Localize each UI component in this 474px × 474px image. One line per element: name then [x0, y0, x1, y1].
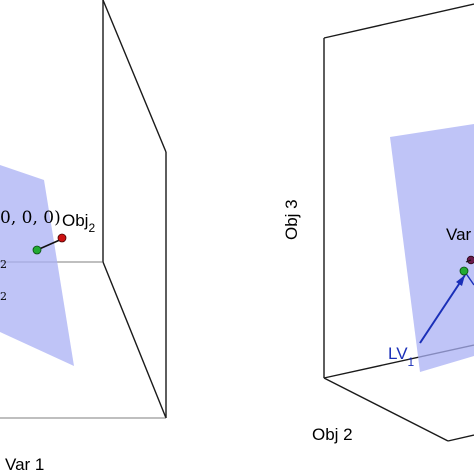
- right-point-label: Var: [446, 225, 472, 244]
- left-partial-label-1: 2: [0, 258, 7, 271]
- left-box-top-edge: [102, 0, 167, 153]
- right-axis-label-bottom: Obj 2: [312, 425, 353, 444]
- left-red-point: [57, 233, 67, 243]
- right-panel: Var LV1 Obj 3 Obj 2: [282, 3, 474, 444]
- left-box-bottom-edge: [102, 261, 167, 419]
- left-point-connector: [36, 238, 63, 251]
- left-panel: 0, 0, 0) Obj2 2 2 Var 1: [0, 0, 167, 474]
- right-axis-label-vertical: Obj 3: [282, 199, 301, 240]
- left-green-point: [32, 245, 42, 255]
- left-point-coords: 0, 0, 0): [0, 208, 61, 228]
- right-plane: [390, 124, 474, 372]
- right-box-bottom-edge: [323, 377, 449, 442]
- lv1-vector: [419, 274, 466, 344]
- left-plane: [0, 165, 74, 366]
- left-partial-label-2: 2: [0, 290, 7, 303]
- right-box-bottom-front-edge: [447, 434, 474, 442]
- lv1-arrowhead: [456, 275, 465, 286]
- right-green-point: [459, 266, 469, 276]
- right-box-top-edge: [323, 3, 474, 39]
- left-point-label: Obj2: [62, 211, 95, 235]
- left-axis-label: Var 1: [5, 455, 44, 474]
- lv1-label: LV1: [388, 344, 415, 369]
- right-point-connector: [465, 259, 472, 263]
